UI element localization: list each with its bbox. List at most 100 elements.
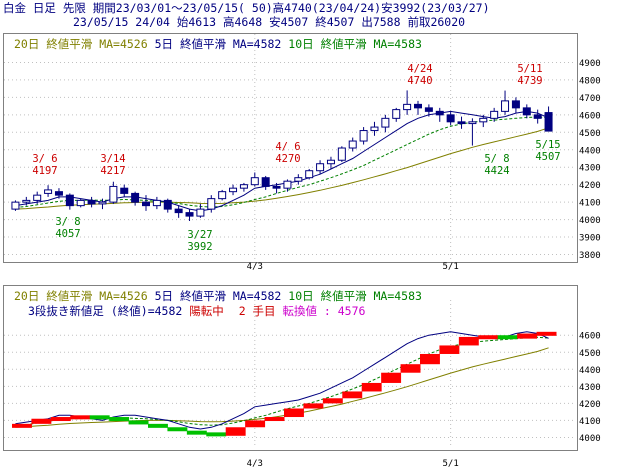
annotation-value: 4507	[535, 151, 560, 163]
trend-step: 2 手目	[238, 304, 276, 318]
candle-body	[370, 126, 379, 132]
candle-body	[414, 103, 422, 109]
candle-body	[272, 185, 281, 189]
tlb-brick	[420, 353, 440, 365]
header-ohlc: 23/05/15 24/04 始4613 高4648 安4507 終4507 出…	[73, 15, 466, 29]
candle-body	[120, 187, 129, 194]
tlb-brick	[497, 335, 518, 340]
candle-body	[33, 194, 42, 201]
tlb-brick	[284, 408, 304, 418]
y-tick-label: 4000	[579, 216, 601, 226]
annotation-value: 4270	[275, 153, 300, 165]
x-tick-label: 5/1	[443, 262, 459, 272]
tlb-brick	[89, 415, 110, 420]
candle-body	[163, 199, 172, 210]
annotation-value: 4739	[517, 75, 542, 87]
tlb-brick	[245, 420, 266, 428]
candle-body	[54, 191, 63, 196]
candle-body	[196, 208, 205, 217]
tlb-brick	[225, 427, 246, 436]
y-tick-label: 4100	[579, 199, 601, 209]
candle-body	[446, 114, 455, 123]
annotation-date: 5/ 8	[484, 153, 509, 165]
chart-header-line1: 白金 日足 先限 期間23/03/01～23/05/15( 50)高4740(2…	[0, 1, 624, 16]
legend-ma10-2: 10日 終値平滑 MA=4583	[288, 289, 422, 303]
tlb-brick	[186, 430, 207, 435]
annotation-date: 3/ 8	[55, 216, 80, 228]
candle-body	[326, 159, 335, 165]
candle-body	[490, 110, 499, 119]
tlb-brick	[148, 423, 168, 428]
annotation-value: 4740	[407, 75, 432, 87]
y-tick-label-2: 4600	[579, 332, 601, 342]
chart-header-line2: 23/05/15 24/04 始4613 高4648 安4507 終4507 出…	[0, 15, 624, 30]
tlb-status: 3段抜き新値足 (終値)=4582 陽転中 2 手目 転換値 : 4576	[28, 304, 365, 319]
candle-body	[142, 201, 150, 207]
candle-body	[392, 109, 401, 119]
x-tick-label-2: 4/3	[247, 459, 263, 469]
candle-body	[479, 117, 488, 123]
tlb-brick	[458, 336, 479, 346]
y-tick-label-2: 4000	[579, 434, 601, 444]
candle-body	[76, 199, 85, 207]
trend-status: 陽転中	[189, 304, 224, 318]
candle-body	[261, 177, 270, 187]
ma5-line	[15, 110, 549, 212]
candle-body	[501, 100, 510, 112]
tlb-brick	[322, 398, 343, 404]
candle-body	[44, 189, 53, 194]
tlb-brick	[167, 427, 188, 432]
legend-ma5-2: 5日 終値平滑 MA=4582	[154, 289, 282, 303]
y-tick-label: 4500	[579, 129, 601, 139]
annotation-value: 4217	[100, 165, 125, 177]
tlb-brick	[31, 418, 52, 424]
ma5-line-2	[15, 331, 549, 430]
candle-body	[544, 112, 553, 132]
candle-body	[22, 199, 31, 203]
tlb-brick	[109, 417, 130, 422]
tlb-brick	[439, 345, 460, 354]
candle-panel	[3, 33, 578, 263]
tlb-value: 3段抜き新値足 (終値)=4582	[28, 304, 183, 318]
y-tick-label-2: 4300	[579, 383, 601, 393]
ma10-line-2	[15, 336, 549, 426]
legend-ma10: 10日 終値平滑 MA=4583	[288, 37, 422, 51]
annotation-date: 5/15	[535, 139, 560, 151]
tlb-panel	[3, 285, 578, 451]
candle-body	[533, 114, 542, 119]
y-tick-label: 4700	[579, 94, 601, 104]
ma10-line	[15, 116, 549, 208]
tlb-brick	[70, 415, 91, 420]
candle-body	[316, 163, 325, 172]
candle-body	[109, 185, 118, 203]
candle-body	[305, 170, 314, 179]
header-summary: 白金 日足 先限 期間23/03/01～23/05/15( 50)高4740(2…	[3, 1, 490, 15]
candle-body	[239, 184, 248, 189]
candle-body	[468, 121, 477, 125]
legend-ma20: 20日 終値平滑 MA=4526	[14, 37, 148, 51]
y-tick-label-2: 4200	[579, 400, 601, 410]
candle-body	[435, 110, 444, 116]
candle-body	[11, 201, 20, 210]
y-tick-label-2: 4100	[579, 417, 601, 427]
ma20-line-2	[15, 347, 549, 428]
candle-body	[511, 100, 520, 109]
tlb-brick	[400, 364, 421, 373]
y-tick-label-2: 4500	[579, 349, 601, 359]
tlb-brick	[206, 432, 227, 437]
candle-body	[294, 177, 303, 182]
candle-body	[283, 180, 292, 189]
annotation-value: 4197	[32, 165, 57, 177]
legend-ma5: 5日 終値平滑 MA=4582	[154, 37, 282, 51]
candle-body	[131, 192, 140, 203]
candle-body	[65, 194, 74, 207]
candle-body	[403, 103, 412, 111]
reversal-value: 転換値 : 4576	[282, 304, 366, 318]
annotation-date: 3/27	[187, 229, 212, 241]
annotation-date: 3/ 6	[32, 153, 57, 165]
tlb-brick	[517, 333, 538, 339]
annotation-date: 4/ 6	[275, 141, 300, 153]
candle-body	[337, 147, 346, 161]
annotation-date: 3/14	[100, 153, 125, 165]
